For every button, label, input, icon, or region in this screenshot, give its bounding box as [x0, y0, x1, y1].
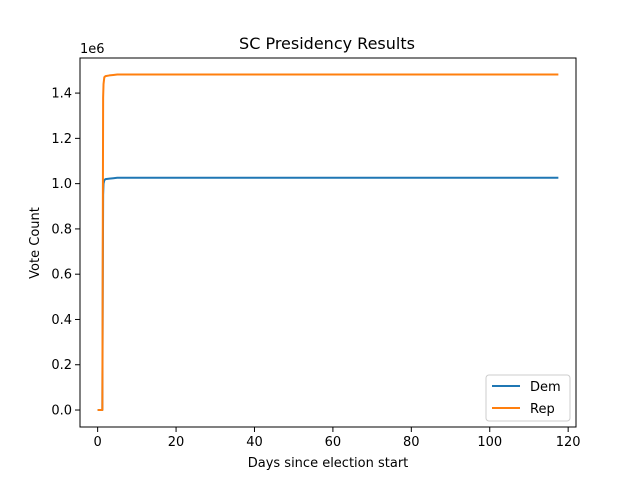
x-tick-label: 0: [94, 435, 102, 450]
y-tick-label: 0.6: [51, 268, 72, 283]
y-tick-label: 0.4: [51, 313, 72, 328]
legend-label-rep: Rep: [530, 402, 555, 417]
y-tick-label: 0.2: [51, 358, 72, 373]
plot-frame: [79, 57, 577, 428]
y-tick-label: 0.0: [51, 404, 72, 419]
y-tick-label: 1.0: [51, 177, 72, 192]
x-tick-label: 20: [168, 435, 185, 450]
x-tick-label: 80: [403, 435, 420, 450]
series-line-rep: [97, 73, 559, 412]
y-tick-label: 0.8: [51, 222, 72, 237]
y-tick-label: 1.2: [51, 132, 72, 147]
legend-label-dem: Dem: [530, 380, 561, 395]
y-axis-title: Vote Count: [28, 207, 43, 279]
x-tick-label: 100: [477, 435, 502, 450]
legend: Dem Rep: [485, 374, 571, 422]
x-axis: 0 20 40 60 80 100 120: [94, 427, 581, 450]
y-tick-label: 1.4: [51, 87, 72, 102]
chart-title: SC Presidency Results: [239, 34, 415, 53]
y-offset-label: 1e6: [80, 42, 105, 57]
series-layer: [97, 73, 559, 412]
y-axis: 0.0 0.2 0.4 0.6 0.8 1.0 1.2 1.4: [51, 87, 80, 419]
x-tick-label: 120: [556, 435, 581, 450]
x-tick-label: 60: [325, 435, 342, 450]
x-axis-title: Days since election start: [248, 456, 409, 471]
x-tick-label: 40: [246, 435, 263, 450]
